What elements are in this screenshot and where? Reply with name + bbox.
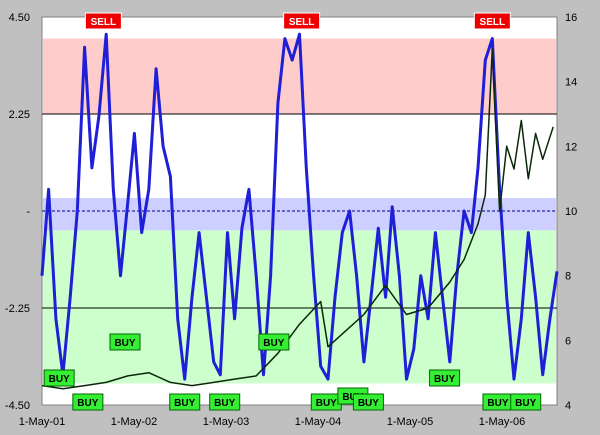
y-right-tick-label: 12 xyxy=(565,141,577,153)
signal-label: BUY xyxy=(316,398,337,409)
x-tick-label: 1-May-03 xyxy=(203,416,249,428)
buy-signal: BUY xyxy=(169,393,201,411)
signal-label: SELL xyxy=(289,17,315,28)
y-right-tick-label: 10 xyxy=(565,206,577,218)
buy-signal: BUY xyxy=(429,369,461,387)
buy-badge xyxy=(209,393,241,411)
y-left-tick-label: 4.50 xyxy=(9,12,30,24)
signal-label: SELL xyxy=(91,17,117,28)
sell-signal: SELL xyxy=(473,12,511,30)
x-tick-label: 1-May-06 xyxy=(479,416,525,428)
x-tick-label: 1-May-05 xyxy=(387,416,433,428)
sell-badge xyxy=(283,12,321,30)
signal-label: BUY xyxy=(263,338,284,349)
buy-badge xyxy=(258,333,290,351)
axes-layer: 4.50 2.25 - -2.25 -4.50 16 14 12 10 8 6 4 1-May-01 1-… xyxy=(5,12,577,428)
buy-badge xyxy=(510,393,542,411)
buy-signal: BUY xyxy=(258,333,290,351)
series-line-2 xyxy=(41,48,554,390)
sell-badge xyxy=(84,12,122,30)
y-left-tick-label: - xyxy=(26,206,30,218)
bands-layer xyxy=(43,38,556,384)
sell-signal: SELL xyxy=(84,12,122,30)
y-right-tick-label: 6 xyxy=(565,335,571,347)
series-layer xyxy=(40,32,559,390)
y-right-tick-label: 8 xyxy=(565,271,571,283)
x-tick-label: 1-May-01 xyxy=(19,416,65,428)
buy-signal: BUY xyxy=(109,333,141,351)
buy-badge xyxy=(109,333,141,351)
y-right-tick-label: 4 xyxy=(565,400,571,412)
buy-badge xyxy=(43,369,75,387)
y-right-tick-label: 14 xyxy=(565,77,577,89)
x-tick-label: 1-May-04 xyxy=(295,416,341,428)
signal-label: BUY xyxy=(434,374,455,385)
y-left-tick-label: -4.50 xyxy=(5,400,30,412)
sell-signal: SELL xyxy=(283,12,321,30)
buy-badge xyxy=(72,393,104,411)
buy-signal: BUY xyxy=(209,393,241,411)
buy-signal: BUY xyxy=(310,393,342,411)
signal-label: SELL xyxy=(480,17,506,28)
signals-layer: SELL SELL SELL BUY BUY BUY BUY BUY BUY BUY BUY BUY B… xyxy=(43,12,542,411)
band-buy-zone xyxy=(43,230,556,384)
signal-label: BUY xyxy=(114,338,135,349)
signal-label: BUY xyxy=(49,374,70,385)
x-tick-label: 1-May-02 xyxy=(111,416,157,428)
buy-badge xyxy=(429,369,461,387)
buy-signal: BUY xyxy=(352,393,384,411)
y-right-tick-label: 16 xyxy=(565,12,577,24)
buy-signal: BUY xyxy=(482,393,514,411)
signal-label: BUY xyxy=(214,398,235,409)
buy-signal: BUY xyxy=(510,393,542,411)
signal-label: BUY xyxy=(358,398,379,409)
buy-badge xyxy=(169,393,201,411)
buy-signal: BUY xyxy=(43,369,75,387)
signal-label: BUY xyxy=(174,398,195,409)
sell-badge xyxy=(473,12,511,30)
buy-badge xyxy=(352,393,384,411)
y-left-tick-label: -2.25 xyxy=(5,303,30,315)
band-neutral-zone xyxy=(43,198,556,231)
signal-label: BUY xyxy=(515,398,536,409)
y-left-tick-label: 2.25 xyxy=(9,109,30,121)
signal-label: BUY xyxy=(77,398,98,409)
buy-signal: BUY xyxy=(72,393,104,411)
signal-label: BUY xyxy=(487,398,508,409)
series-line-1 xyxy=(40,32,559,381)
